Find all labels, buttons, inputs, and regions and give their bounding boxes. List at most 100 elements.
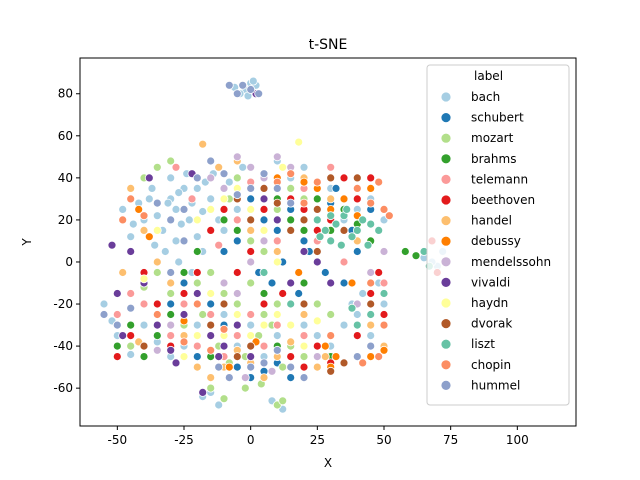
x-axis-label: X [324, 456, 332, 470]
scatter-point-beethoven [286, 352, 296, 362]
scatter-point-haydn [206, 204, 216, 214]
scatter-point-mozart [219, 289, 229, 298]
scatter-point-hummel [224, 80, 234, 90]
scatter-point-handel [246, 225, 256, 235]
scatter-point-brahms [112, 341, 122, 351]
scatter-point-bach [174, 257, 184, 267]
legend-label-liszt: liszt [471, 337, 495, 351]
scatter-point-mozart [246, 278, 256, 288]
scatter-point-liszt [374, 225, 384, 235]
scatter-point-telemann [206, 310, 216, 319]
scatter-point-dvorak [352, 173, 362, 183]
scatter-point-bach [312, 331, 322, 341]
scatter-point-mozart [152, 268, 162, 277]
scatter-point-debussy [299, 177, 309, 187]
scatter-point-debussy [294, 268, 304, 277]
scatter-point-mozart [259, 247, 269, 256]
scatter-point-beethoven [352, 331, 362, 341]
scatter-point-vivaldi [166, 345, 176, 355]
scatter-point-brahms [411, 251, 421, 261]
scatter-point-bach [118, 204, 128, 214]
scatter-point-mendelssohn [259, 236, 269, 246]
scatter-point-hummel [272, 183, 282, 193]
scatter-point-brahms [400, 247, 410, 256]
scatter-point-brahms [126, 320, 136, 330]
scatter-point-bach [219, 310, 229, 319]
scatter-point-dvorak [246, 341, 256, 351]
scatter-point-dvorak [259, 183, 269, 193]
scatter-point-brahms [152, 331, 162, 341]
scatter-point-hummel [259, 358, 269, 368]
scatter-point-hummel [179, 236, 189, 246]
scatter-point-hummel [152, 198, 162, 208]
scatter-point-liszt [379, 289, 389, 298]
scatter-point-vivaldi [299, 247, 309, 256]
scatter-point-debussy [339, 194, 349, 204]
legend-marker-telemann [440, 173, 452, 185]
scatter-point-bach [126, 232, 136, 242]
scatter-point-dvorak [326, 173, 336, 183]
legend-marker-dvorak [440, 318, 452, 330]
scatter-point-telemann [326, 162, 336, 172]
legend-label-bach: bach [471, 90, 500, 104]
scatter-point-bach [206, 194, 216, 204]
scatter-point-mendelssohn [379, 247, 389, 256]
scatter-point-vivaldi [126, 247, 136, 256]
scatter-point-chopin [118, 215, 128, 225]
points-layer [99, 76, 448, 414]
scatter-point-handel [326, 194, 336, 204]
scatter-point-chopin [192, 299, 202, 309]
scatter-point-schubert [272, 225, 282, 235]
legend-marker-liszt [440, 338, 452, 350]
legend-marker-handel [440, 215, 452, 227]
scatter-point-mendelssohn [272, 152, 282, 162]
scatter-point-chopin [358, 358, 368, 368]
legend-marker-beethoven [440, 194, 452, 206]
scatter-point-dvorak [272, 198, 282, 208]
scatter-point-handel [152, 257, 162, 267]
scatter-point-mozart [278, 362, 288, 372]
scatter-point-dvorak [326, 366, 336, 376]
scatter-point-liszt [312, 215, 322, 225]
scatter-point-liszt [366, 219, 376, 229]
scatter-point-debussy [366, 352, 376, 362]
scatter-point-dvorak [299, 299, 309, 309]
scatter-point-telemann [272, 236, 282, 246]
scatter-point-liszt [352, 225, 362, 235]
scatter-point-chopin [366, 278, 376, 288]
scatter-point-dvorak [219, 299, 229, 309]
scatter-point-beethoven [339, 173, 349, 183]
scatter-point-beethoven [278, 289, 288, 298]
scatter-point-telemann [232, 331, 242, 341]
scatter-point-dvorak [232, 352, 242, 362]
scatter-point-schubert [179, 278, 189, 288]
scatter-point-mendelssohn [366, 268, 376, 277]
scatter-point-vivaldi [144, 173, 154, 183]
scatter-point-mozart [166, 289, 176, 298]
scatter-point-liszt [347, 303, 357, 313]
scatter-point-handel [139, 225, 149, 235]
scatter-point-hummel [254, 89, 264, 99]
scatter-point-bach [299, 162, 309, 172]
scatter-point-bach [192, 232, 202, 242]
scatter-point-handel [320, 352, 330, 362]
scatter-point-haydn [179, 352, 189, 362]
scatter-point-handel [198, 139, 208, 149]
legend-label-hummel: hummel [471, 378, 520, 392]
scatter-point-haydn [232, 310, 242, 319]
scatter-point-chopin [312, 177, 322, 187]
scatter-point-chopin [286, 169, 296, 179]
legend: label bach schubert mozart brahms telemann be… [426, 64, 570, 406]
scatter-point-haydn [152, 225, 162, 235]
scatter-point-hummel [179, 204, 189, 214]
legend-marker-chopin [440, 359, 452, 371]
scatter-point-beethoven [259, 204, 269, 214]
scatter-point-bach [192, 320, 202, 330]
legend-label-debussy: debussy [471, 234, 521, 248]
scatter-point-chopin [126, 194, 136, 204]
scatter-point-liszt [347, 232, 357, 242]
scatter-point-schubert [206, 299, 216, 309]
scatter-point-handel [206, 373, 216, 383]
scatter-point-mendelssohn [246, 162, 256, 172]
